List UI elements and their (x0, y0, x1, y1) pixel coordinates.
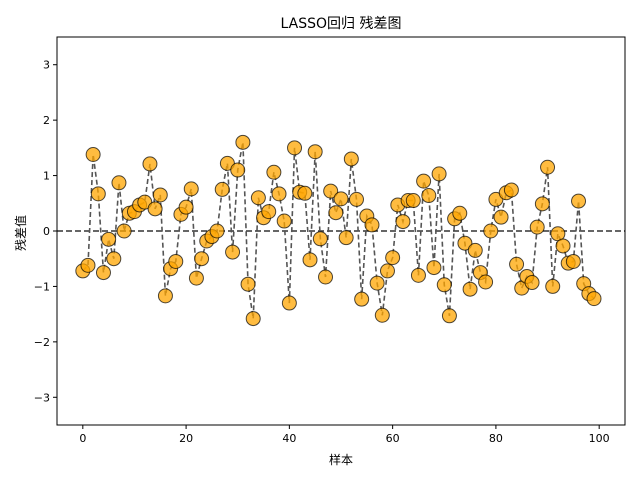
data-point-22 (188, 270, 204, 286)
x-tick-label-100: 100 (589, 432, 610, 445)
y-tick-label-0: −3 (34, 391, 50, 404)
data-point-64 (405, 193, 421, 209)
data-point-96 (571, 193, 587, 209)
data-point-50 (333, 191, 349, 207)
data-point-57 (369, 275, 385, 291)
data-point-70 (436, 277, 452, 293)
data-point-47 (318, 269, 334, 285)
data-point-99 (586, 291, 602, 307)
data-point-49 (328, 205, 344, 221)
data-point-15 (152, 187, 168, 203)
data-point-40 (281, 295, 297, 311)
y-tick-label-5: 2 (43, 114, 50, 127)
data-point-13 (142, 156, 158, 172)
data-point-21 (183, 181, 199, 197)
data-point-37 (266, 164, 282, 180)
data-point-95 (565, 253, 581, 269)
data-point-3 (90, 186, 106, 202)
data-point-20 (178, 199, 194, 215)
data-point-34 (250, 190, 266, 206)
data-point-32 (240, 276, 256, 292)
x-tick-label-60: 60 (386, 432, 400, 445)
axes-layer: 0 20 40 60 80 100 −3 −2 −1 0 1 2 3 (34, 36, 626, 445)
data-point-54 (354, 291, 370, 307)
data-point-66 (416, 173, 432, 189)
data-point-48 (323, 183, 339, 199)
data-point-29 (225, 244, 241, 260)
data-point-33 (245, 311, 261, 327)
data-point-46 (312, 231, 328, 247)
data-point-78 (478, 274, 494, 290)
data-point-26 (209, 223, 225, 239)
data-point-93 (555, 238, 571, 254)
data-point-43 (297, 185, 313, 201)
data-point-4 (95, 265, 111, 281)
data-point-81 (493, 209, 509, 225)
x-tick-label-40: 40 (282, 432, 296, 445)
data-point-27 (214, 181, 230, 197)
data-point-89 (534, 196, 550, 212)
data-points-layer (75, 134, 602, 327)
data-point-56 (364, 217, 380, 233)
data-point-6 (106, 251, 122, 267)
data-point-59 (379, 263, 395, 279)
data-point-2 (85, 147, 101, 163)
data-point-7 (111, 175, 127, 191)
data-point-69 (431, 166, 447, 182)
y-axis-label: 残差值 (13, 215, 28, 251)
data-point-23 (194, 251, 210, 267)
data-point-87 (524, 275, 540, 291)
data-point-62 (395, 214, 411, 230)
data-point-88 (529, 219, 545, 235)
data-point-84 (509, 256, 525, 272)
data-point-75 (462, 281, 478, 297)
data-point-8 (116, 223, 132, 239)
y-tick-label-6: 3 (43, 59, 50, 72)
data-point-76 (467, 242, 483, 258)
data-point-60 (385, 250, 401, 266)
data-point-16 (157, 288, 173, 304)
y-tick-label-2: −1 (34, 280, 50, 293)
data-point-73 (452, 205, 468, 221)
x-axis-label: 样本 (329, 452, 353, 467)
data-point-53 (348, 191, 364, 207)
data-point-58 (374, 307, 390, 323)
data-point-41 (287, 140, 303, 156)
data-point-74 (457, 235, 473, 251)
data-point-38 (271, 186, 287, 202)
data-point-71 (441, 308, 457, 324)
x-tick-label-20: 20 (179, 432, 193, 445)
chart-title: LASSO回归 残差图 (281, 15, 402, 32)
data-point-1 (80, 257, 96, 273)
data-point-79 (483, 223, 499, 239)
x-tick-label-0: 0 (79, 432, 86, 445)
data-point-14 (147, 201, 163, 217)
data-point-18 (168, 253, 184, 269)
data-point-30 (230, 162, 246, 178)
data-point-36 (261, 204, 277, 220)
data-point-65 (410, 267, 426, 283)
data-point-39 (276, 213, 292, 229)
y-tick-label-1: −2 (34, 336, 50, 349)
data-point-5 (101, 231, 117, 247)
y-tick-label-3: 0 (43, 225, 50, 238)
data-point-68 (426, 260, 442, 276)
data-point-90 (540, 159, 556, 175)
y-tick-label-4: 1 (43, 170, 50, 183)
data-point-31 (235, 134, 251, 150)
data-point-83 (503, 182, 519, 198)
x-tick-label-80: 80 (489, 432, 503, 445)
data-point-67 (421, 188, 437, 204)
data-point-45 (307, 144, 323, 160)
data-point-52 (343, 151, 359, 167)
data-point-44 (302, 252, 318, 268)
data-point-91 (545, 278, 561, 294)
data-point-51 (338, 230, 354, 246)
